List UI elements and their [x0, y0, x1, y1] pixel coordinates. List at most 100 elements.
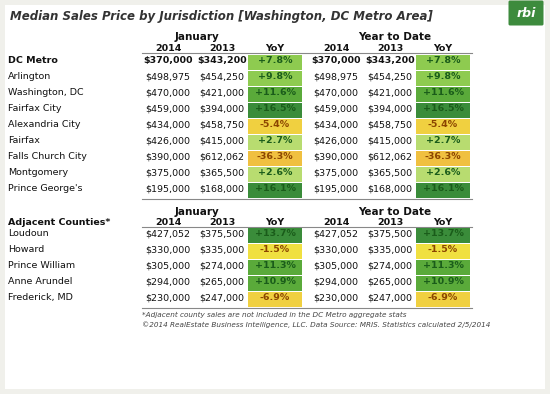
- Text: $370,000: $370,000: [311, 56, 361, 65]
- Text: +11.6%: +11.6%: [422, 88, 464, 97]
- Text: Howard: Howard: [8, 245, 44, 254]
- Text: $365,500: $365,500: [367, 168, 412, 177]
- Bar: [248, 228, 302, 243]
- Text: YoY: YoY: [266, 44, 284, 53]
- Text: -1.5%: -1.5%: [260, 245, 290, 254]
- Text: +10.9%: +10.9%: [255, 277, 295, 286]
- Bar: [416, 55, 470, 70]
- Bar: [416, 167, 470, 182]
- Text: $168,000: $168,000: [367, 184, 412, 193]
- Text: $195,000: $195,000: [146, 184, 190, 193]
- Text: Prince William: Prince William: [8, 261, 75, 270]
- Text: -1.5%: -1.5%: [428, 245, 458, 254]
- Bar: [248, 276, 302, 291]
- Text: $470,000: $470,000: [146, 88, 190, 97]
- Text: $454,250: $454,250: [367, 72, 412, 81]
- Bar: [416, 228, 470, 243]
- Bar: [416, 151, 470, 166]
- Text: 2013: 2013: [377, 218, 403, 227]
- Bar: [248, 292, 302, 307]
- Text: -36.3%: -36.3%: [425, 152, 461, 161]
- Text: $343,200: $343,200: [365, 56, 415, 65]
- Text: $458,750: $458,750: [200, 120, 245, 129]
- Text: Median Sales Price by Jurisdiction [Washington, DC Metro Area]: Median Sales Price by Jurisdiction [Wash…: [10, 10, 433, 23]
- Text: $434,000: $434,000: [314, 120, 359, 129]
- Text: YoY: YoY: [433, 218, 453, 227]
- Bar: [248, 167, 302, 182]
- Text: Loudoun: Loudoun: [8, 229, 48, 238]
- Text: -36.3%: -36.3%: [257, 152, 293, 161]
- Text: $375,500: $375,500: [367, 229, 412, 238]
- Bar: [416, 135, 470, 150]
- Text: +13.7%: +13.7%: [255, 229, 295, 238]
- Text: Year to Date: Year to Date: [359, 32, 432, 42]
- Text: $230,000: $230,000: [314, 293, 359, 302]
- Text: $454,250: $454,250: [200, 72, 245, 81]
- Text: $612,062: $612,062: [367, 152, 412, 161]
- Bar: [416, 87, 470, 102]
- Text: $459,000: $459,000: [314, 104, 359, 113]
- Bar: [416, 183, 470, 198]
- Text: +9.8%: +9.8%: [258, 72, 292, 81]
- Text: $305,000: $305,000: [145, 261, 190, 270]
- Text: $265,000: $265,000: [200, 277, 245, 286]
- Text: +10.9%: +10.9%: [422, 277, 464, 286]
- Text: $394,000: $394,000: [200, 104, 245, 113]
- Text: Adjacent Counties*: Adjacent Counties*: [8, 218, 111, 227]
- Text: $415,000: $415,000: [200, 136, 245, 145]
- Text: $426,000: $426,000: [146, 136, 190, 145]
- Text: YoY: YoY: [266, 218, 284, 227]
- Text: $421,000: $421,000: [367, 88, 412, 97]
- Text: YoY: YoY: [433, 44, 453, 53]
- Text: 2014: 2014: [155, 44, 181, 53]
- Bar: [248, 260, 302, 275]
- Text: $230,000: $230,000: [145, 293, 190, 302]
- Text: $305,000: $305,000: [314, 261, 359, 270]
- Bar: [248, 119, 302, 134]
- Text: $330,000: $330,000: [314, 245, 359, 254]
- Text: Frederick, MD: Frederick, MD: [8, 293, 73, 302]
- Bar: [248, 103, 302, 118]
- Text: Year to Date: Year to Date: [359, 207, 432, 217]
- Text: January: January: [175, 32, 219, 42]
- Text: $498,975: $498,975: [314, 72, 359, 81]
- Text: rbi: rbi: [516, 6, 536, 19]
- Bar: [416, 244, 470, 259]
- Text: +2.7%: +2.7%: [426, 136, 460, 145]
- Text: +16.1%: +16.1%: [255, 184, 295, 193]
- Text: $415,000: $415,000: [367, 136, 412, 145]
- Text: $294,000: $294,000: [146, 277, 190, 286]
- Text: $365,500: $365,500: [200, 168, 245, 177]
- Bar: [416, 276, 470, 291]
- Text: $427,052: $427,052: [314, 229, 359, 238]
- Bar: [248, 55, 302, 70]
- Text: $274,000: $274,000: [367, 261, 412, 270]
- Bar: [416, 119, 470, 134]
- Text: 2013: 2013: [209, 218, 235, 227]
- Text: $427,052: $427,052: [146, 229, 190, 238]
- Text: +7.8%: +7.8%: [258, 56, 292, 65]
- Text: $459,000: $459,000: [146, 104, 190, 113]
- Text: Anne Arundel: Anne Arundel: [8, 277, 73, 286]
- Text: Alexandria City: Alexandria City: [8, 120, 80, 129]
- Text: ©2014 RealEstate Business Intelligence, LLC. Data Source: MRIS. Statistics calcu: ©2014 RealEstate Business Intelligence, …: [142, 321, 491, 328]
- Text: Prince George's: Prince George's: [8, 184, 82, 193]
- Text: +16.1%: +16.1%: [422, 184, 464, 193]
- Text: +2.7%: +2.7%: [258, 136, 292, 145]
- Bar: [248, 244, 302, 259]
- Text: $247,000: $247,000: [367, 293, 412, 302]
- Text: -6.9%: -6.9%: [428, 293, 458, 302]
- Text: $375,500: $375,500: [200, 229, 245, 238]
- Text: $421,000: $421,000: [200, 88, 245, 97]
- Text: +11.3%: +11.3%: [255, 261, 295, 270]
- Text: $458,750: $458,750: [367, 120, 412, 129]
- Text: 2014: 2014: [323, 218, 349, 227]
- Text: +9.8%: +9.8%: [426, 72, 460, 81]
- Bar: [248, 151, 302, 166]
- Text: $195,000: $195,000: [314, 184, 359, 193]
- Text: Washington, DC: Washington, DC: [8, 88, 84, 97]
- Text: $247,000: $247,000: [200, 293, 245, 302]
- Text: $274,000: $274,000: [200, 261, 245, 270]
- Text: $612,062: $612,062: [200, 152, 245, 161]
- Text: $330,000: $330,000: [145, 245, 191, 254]
